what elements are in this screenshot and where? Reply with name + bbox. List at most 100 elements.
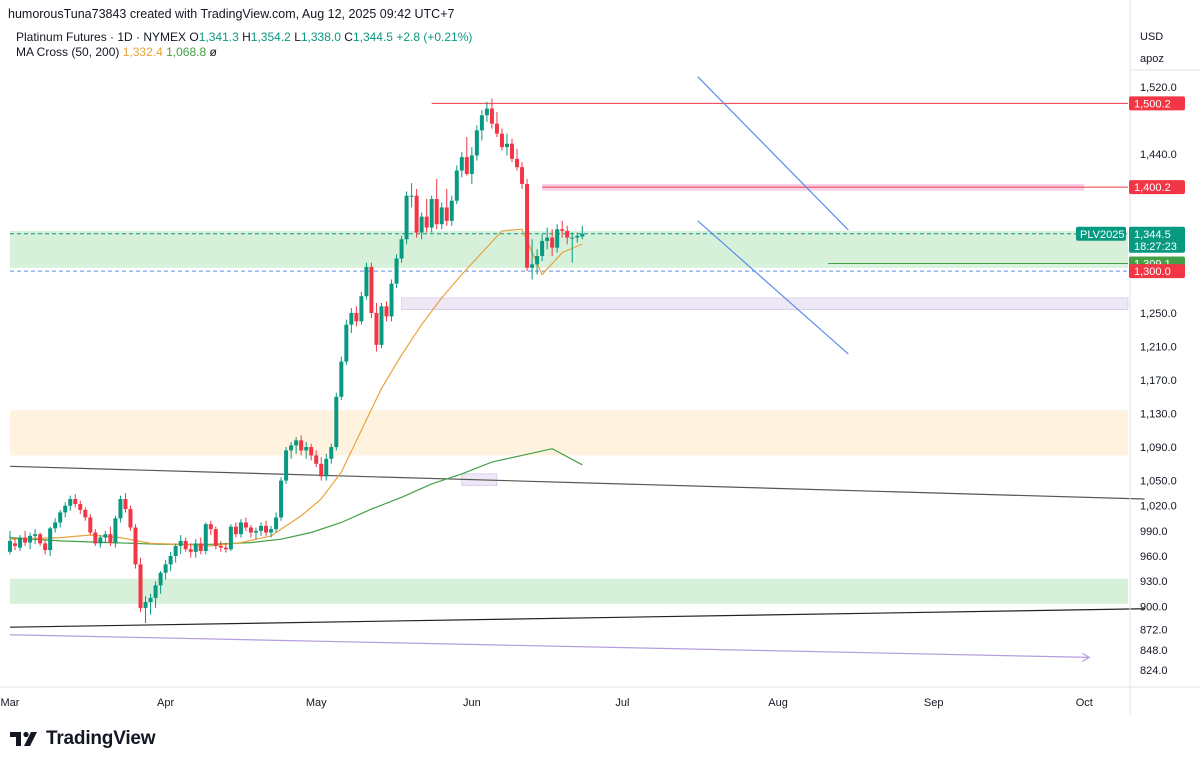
candle bbox=[414, 188, 419, 238]
candle-body bbox=[439, 207, 444, 225]
trend-line-2 bbox=[9, 634, 1090, 658]
candle-body bbox=[374, 312, 379, 345]
y-tick-label: 1,210.0 bbox=[1140, 342, 1177, 354]
ma-slow-value: 1,068.8 bbox=[166, 45, 207, 59]
candle-body bbox=[48, 528, 53, 551]
x-tick-label: May bbox=[306, 697, 327, 709]
candle bbox=[23, 530, 28, 546]
candle-body bbox=[499, 133, 504, 148]
y-tick-label: 900.0 bbox=[1140, 601, 1168, 613]
candle-body bbox=[454, 170, 459, 201]
indicator-legend[interactable]: MA Cross (50, 200) 1,332.4 1,068.8 ø bbox=[16, 45, 217, 59]
candle bbox=[319, 457, 324, 481]
candle bbox=[580, 225, 585, 240]
candle-body bbox=[414, 195, 419, 233]
chart-credit: humorousTuna73843 created with TradingVi… bbox=[8, 7, 455, 21]
candle bbox=[384, 301, 389, 322]
candle bbox=[394, 254, 399, 288]
candle-body bbox=[314, 455, 319, 464]
open-label: O bbox=[189, 30, 199, 44]
y-tick-label: 824.0 bbox=[1140, 665, 1168, 677]
candle-body bbox=[299, 440, 304, 451]
currency-label[interactable]: USD bbox=[1140, 31, 1164, 43]
candle bbox=[304, 442, 309, 459]
candle-body bbox=[429, 199, 434, 228]
candle bbox=[238, 519, 243, 538]
candle bbox=[228, 524, 233, 551]
x-tick-label: Mar bbox=[1, 697, 20, 709]
candle bbox=[208, 520, 213, 536]
zone-3 bbox=[401, 297, 1129, 310]
scale-mode-label[interactable]: apoz bbox=[1140, 53, 1164, 65]
candle-body bbox=[218, 545, 223, 548]
candle-body bbox=[319, 463, 324, 477]
candle-body bbox=[259, 525, 263, 531]
candle bbox=[369, 262, 374, 319]
candle-body bbox=[113, 518, 118, 543]
candle-body bbox=[510, 143, 514, 159]
candle bbox=[264, 520, 269, 536]
candle bbox=[253, 527, 258, 540]
candle-body bbox=[389, 283, 394, 317]
candle-body bbox=[494, 123, 499, 134]
candle bbox=[218, 540, 223, 552]
price-badge-text: 1,300.0 bbox=[1134, 266, 1171, 278]
candle-body bbox=[394, 258, 399, 284]
candle bbox=[28, 532, 33, 550]
candle bbox=[274, 512, 279, 533]
candle bbox=[68, 495, 73, 511]
candle-body bbox=[18, 537, 23, 548]
candle bbox=[434, 178, 439, 230]
candle-body bbox=[334, 396, 339, 448]
candle-body bbox=[344, 324, 349, 362]
candle-body bbox=[28, 535, 33, 543]
candle bbox=[510, 138, 514, 163]
candle-body bbox=[203, 524, 208, 551]
x-tick-label: Jun bbox=[463, 697, 481, 709]
candle-body bbox=[545, 237, 550, 241]
candle-body bbox=[289, 445, 294, 451]
candle-body bbox=[73, 499, 78, 505]
candle-body bbox=[535, 256, 540, 265]
x-tick-label: Oct bbox=[1076, 697, 1093, 709]
candle-body bbox=[555, 229, 560, 248]
candle-body bbox=[178, 540, 183, 546]
candle bbox=[535, 249, 540, 275]
candle bbox=[540, 234, 545, 262]
x-tick-label: Apr bbox=[157, 697, 174, 709]
candle-body bbox=[359, 296, 364, 322]
indicator-hidden-icon[interactable]: ø bbox=[209, 45, 217, 59]
open-value: 1,341.3 bbox=[198, 30, 239, 44]
candle bbox=[469, 147, 474, 184]
candle bbox=[73, 493, 78, 508]
candle-body bbox=[143, 602, 148, 608]
candle-body bbox=[168, 555, 173, 565]
candles-layer bbox=[8, 98, 585, 624]
zone-2 bbox=[10, 578, 1128, 604]
candle bbox=[98, 535, 103, 548]
price-badge-text: 1,400.2 bbox=[1134, 182, 1171, 194]
zone-1 bbox=[10, 410, 1128, 456]
candle bbox=[354, 306, 359, 327]
candle bbox=[570, 232, 575, 263]
candle-body bbox=[93, 532, 98, 544]
candle-body bbox=[404, 195, 409, 240]
y-tick-label: 1,170.0 bbox=[1140, 375, 1177, 387]
candle-body bbox=[243, 522, 248, 528]
candle bbox=[133, 524, 138, 569]
candle bbox=[349, 307, 354, 334]
trend-line-4 bbox=[697, 220, 849, 355]
high-label: H bbox=[242, 30, 251, 44]
y-tick-label: 930.0 bbox=[1140, 576, 1168, 588]
candle bbox=[13, 537, 18, 551]
candle-body bbox=[13, 543, 18, 546]
x-tick-label: Jul bbox=[615, 697, 629, 709]
candle-body bbox=[525, 183, 530, 268]
candle bbox=[138, 557, 143, 613]
symbol-legend[interactable]: Platinum Futures · 1D · NYMEX O1,341.3 H… bbox=[16, 30, 472, 44]
close-label: C bbox=[344, 30, 353, 44]
candle-body bbox=[354, 312, 359, 322]
candle bbox=[248, 524, 253, 538]
x-tick-label: Aug bbox=[768, 697, 788, 709]
